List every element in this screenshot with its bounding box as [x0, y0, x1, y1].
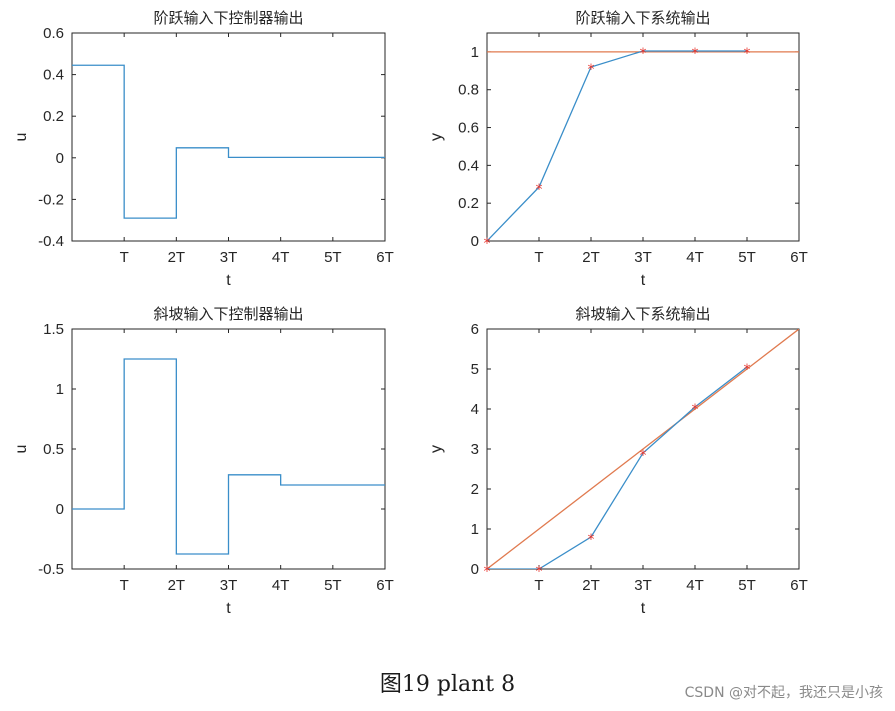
subplot-3: T 2T 3T 4T 5T 6T -0.5 0 0.5 1 1.5 斜坡输入下控制器输出 t u [13, 305, 394, 617]
plot-area-frame [71, 32, 386, 242]
data-point-marker: * [588, 532, 595, 548]
y-tick-label: 0 [56, 150, 64, 167]
subplot-4: T 2T 3T 4T 5T 6T 0 1 2 3 4 5 6 斜坡输入下系统输出 t y * * * * * * [428, 305, 808, 617]
data-point-marker: * [536, 564, 543, 580]
subplot-1: T 2T 3T 4T 5T 6T -0.4 -0.2 0 0.2 0.4 0.6 阶跃输入下控制器输出 t… [13, 9, 394, 289]
y-tick-label: 0 [471, 561, 479, 578]
y-tick-label: 5 [471, 361, 479, 378]
x-tick-label: 4T [272, 577, 290, 594]
series-group [72, 64, 385, 219]
y-tick-label: 0 [56, 501, 64, 518]
data-point-marker: * [692, 46, 699, 62]
y-tick-label: 0.4 [458, 157, 479, 174]
chart-title: 斜坡输入下控制器输出 [153, 305, 303, 323]
data-point-marker: * [744, 362, 751, 378]
series-line-1 [487, 329, 799, 569]
data-point-marker: * [640, 448, 647, 464]
y-axis-label: y [428, 445, 445, 453]
x-tick-label: 5T [324, 249, 342, 266]
series-group [487, 50, 799, 241]
data-point-marker: * [692, 402, 699, 418]
data-point-marker: * [484, 564, 491, 580]
x-tick-label: 2T [168, 249, 186, 266]
y-tick-label: -0.4 [38, 233, 64, 250]
x-tick-label: 4T [686, 249, 704, 266]
data-point-marker: * [588, 62, 595, 78]
y-tick-label: 0.6 [43, 25, 64, 42]
x-tick-label: 3T [634, 577, 652, 594]
watermark-text: CSDN @对不起，我还只是小孩 [684, 685, 883, 701]
y-tick-label: 0.2 [43, 108, 64, 125]
x-tick-label: 4T [686, 577, 704, 594]
x-tick-label: 5T [324, 577, 342, 594]
series-line-2 [487, 50, 747, 241]
chart-title: 阶跃输入下控制器输出 [153, 9, 303, 27]
x-axis-label: t [641, 272, 646, 289]
y-tick-label: 6 [471, 321, 479, 338]
x-tick-label: 5T [738, 577, 756, 594]
x-axis-label: t [226, 600, 231, 617]
y-tick-label: 3 [471, 441, 479, 458]
y-tick-label: 4 [471, 401, 479, 418]
y-axis-label: y [428, 133, 445, 141]
x-tick-label: 3T [634, 249, 652, 266]
y-tick-label: 1 [471, 521, 479, 538]
data-point-marker: * [640, 46, 647, 62]
y-tick-label: 1 [56, 381, 64, 398]
x-tick-label: 3T [220, 249, 238, 266]
y-tick-label: 0.4 [43, 67, 64, 84]
x-tick-label: 2T [168, 577, 186, 594]
x-tick-label: 2T [582, 249, 600, 266]
x-tick-label: 6T [376, 577, 394, 594]
x-tick-label: 6T [790, 249, 808, 266]
y-tick-label: 0.8 [458, 82, 479, 99]
x-tick-label: 5T [738, 249, 756, 266]
data-point-marker: * [744, 46, 751, 62]
figure-caption: 图19 plant 8 [379, 672, 516, 697]
y-tick-label: 1.5 [43, 321, 64, 338]
x-tick-label: 6T [376, 249, 394, 266]
x-tick-label: 3T [220, 577, 238, 594]
x-axis-label: t [641, 600, 646, 617]
series-group [72, 358, 385, 555]
plot-area-frame [486, 32, 800, 242]
subplot-2: T 2T 3T 4T 5T 6T 0 0.2 0.4 0.6 0.8 1 阶跃输入下系统输出 t y * * * *… [428, 9, 808, 289]
data-point-marker: * [536, 182, 543, 198]
x-tick-label: T [534, 249, 543, 266]
x-tick-label: 4T [272, 249, 290, 266]
chart-title: 斜坡输入下系统输出 [575, 305, 710, 323]
series-line-1 [72, 64, 385, 219]
y-tick-label: -0.2 [38, 191, 64, 208]
x-axis-label: t [226, 272, 231, 289]
y-tick-label: 0.5 [43, 441, 64, 458]
x-tick-label: 2T [582, 577, 600, 594]
y-tick-label: -0.5 [38, 561, 64, 578]
y-axis-label: u [13, 133, 30, 142]
y-axis-label: u [13, 445, 30, 454]
x-tick-label: T [534, 577, 543, 594]
series-group [487, 329, 799, 569]
chart-title: 阶跃输入下系统输出 [575, 9, 710, 27]
series-line-2 [487, 366, 748, 569]
x-tick-label: T [120, 249, 129, 266]
y-tick-label: 0 [471, 233, 479, 250]
data-point-marker: * [484, 236, 491, 252]
y-tick-label: 2 [471, 481, 479, 498]
y-tick-label: 0.2 [458, 195, 479, 212]
x-tick-label: T [120, 577, 129, 594]
series-line-1 [72, 358, 385, 555]
y-tick-label: 1 [471, 44, 479, 61]
y-tick-label: 0.6 [458, 120, 479, 137]
x-tick-label: 6T [790, 577, 808, 594]
